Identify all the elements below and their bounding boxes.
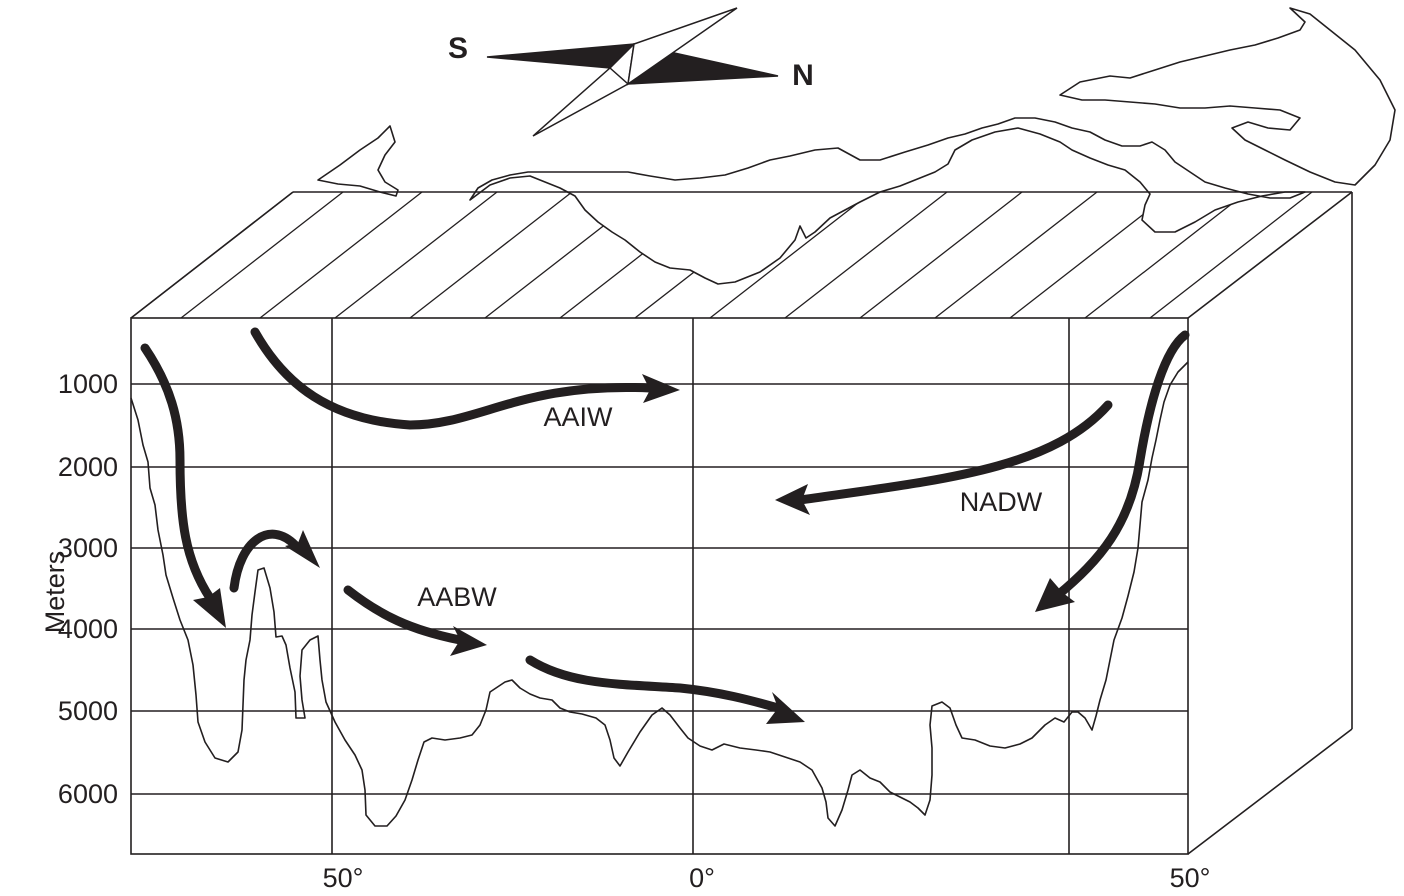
depth-gridlines [131, 383, 1188, 795]
frame-edge-right-top [1187, 191, 1353, 319]
depth-tick-3000: 3000 [58, 533, 118, 563]
lon-tick-0: 0° [689, 863, 715, 893]
frame-edge-right-bottom [1187, 728, 1353, 855]
depth-tick-4000: 4000 [58, 614, 118, 644]
depth-axis: Meters 1000 2000 3000 4000 5000 6000 [40, 369, 118, 809]
seafloor-profile [130, 361, 1189, 827]
compass-south-arrow [486, 43, 636, 69]
atlantic-coastline-map [317, 7, 1396, 285]
block-frame [130, 191, 1353, 855]
aabw-extension-arrow [525, 655, 805, 724]
compass-south-label: S [448, 32, 468, 65]
aabw-arrow [343, 585, 487, 656]
aabw-loop-arrow [229, 529, 320, 593]
nadw-descent-arrow [1035, 330, 1190, 612]
water-mass-arrows [140, 327, 1190, 724]
frame-edge-left-top [130, 191, 294, 319]
aabw-label: AABW [417, 582, 497, 612]
compass-north-label: N [792, 59, 814, 92]
longitude-axis: 50° 0° 50° [323, 863, 1211, 893]
lon-tick-50n: 50° [1170, 863, 1211, 893]
aaiw-arrow [250, 327, 680, 430]
aaiw-label: AAIW [543, 402, 613, 432]
depth-axis-title: Meters [40, 551, 70, 634]
nadw-arrow [775, 400, 1113, 515]
depth-tick-2000: 2000 [58, 452, 118, 482]
compass-rose: S N [448, 7, 814, 137]
compass-east-arrow [626, 7, 738, 86]
front-face [130, 317, 1189, 855]
aabw-descent-arrow [140, 343, 226, 628]
nadw-label: NADW [960, 487, 1043, 517]
depth-tick-5000: 5000 [58, 696, 118, 726]
compass-west-arrow [532, 66, 630, 137]
depth-tick-1000: 1000 [58, 369, 118, 399]
depth-tick-6000: 6000 [58, 779, 118, 809]
lon-tick-50s: 50° [323, 863, 364, 893]
